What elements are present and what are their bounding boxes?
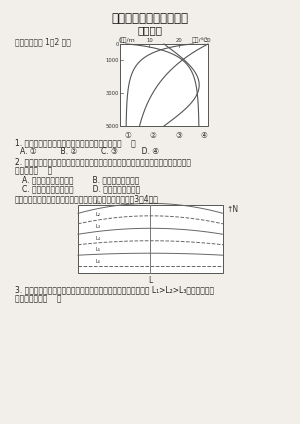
Text: 1. 图中能正确表示海水温度随深度变化的曲线是（    ）: 1. 图中能正确表示海水温度随深度变化的曲线是（ ）	[15, 138, 136, 147]
Text: ↑N: ↑N	[226, 205, 238, 214]
Text: 3. 如图克说，曲线分别代表淡水温度和盐度，上线代表洋面。且 L₁>L₂>L₃，则该海区最: 3. 如图克说，曲线分别代表淡水温度和盐度，上线代表洋面。且 L₁>L₂>L₃，…	[15, 285, 214, 294]
Text: 深度/m: 深度/m	[120, 37, 136, 43]
Text: 自我小测: 自我小测	[137, 25, 163, 35]
Bar	[120, 44, 208, 126]
Text: 有可能分布在（    ）: 有可能分布在（ ）	[15, 294, 61, 303]
Text: L₄: L₄	[96, 236, 101, 240]
Text: 温度/℃: 温度/℃	[191, 37, 208, 43]
Text: C. 叶尼塞河冰凌壅压流        D. 好望角船帆多东南: C. 叶尼塞河冰凌壅压流 D. 好望角船帆多东南	[22, 184, 140, 193]
Text: 3000: 3000	[106, 91, 119, 96]
Text: ②: ②	[150, 131, 157, 140]
Text: 读图，完成第 1～2 题。: 读图，完成第 1～2 题。	[15, 37, 71, 46]
Text: ③: ③	[175, 131, 182, 140]
Text: L: L	[148, 276, 152, 285]
Text: 10: 10	[146, 38, 153, 43]
Text: L₆: L₆	[96, 259, 101, 264]
Text: L₂: L₂	[96, 212, 101, 217]
Text: L₁: L₁	[96, 200, 101, 205]
Text: L₃: L₃	[96, 224, 101, 229]
Text: 下图各几，虚线代表不同地理事物的等量线，读图，完成第3～4题。: 下图各几，虚线代表不同地理事物的等量线，读图，完成第3～4题。	[15, 194, 159, 203]
Text: 0: 0	[116, 42, 119, 47]
Text: 30: 30	[205, 38, 211, 43]
Bar	[78, 205, 223, 273]
Text: 1000: 1000	[106, 58, 119, 63]
Text: ④: ④	[201, 131, 207, 140]
Text: L₅: L₅	[96, 247, 101, 252]
Text: ①: ①	[124, 131, 131, 140]
Text: 2. 若上题选定曲线后效果月份大地滴到后海域水温垂直分布图，则此时最有可能发生: 2. 若上题选定曲线后效果月份大地滴到后海域水温垂直分布图，则此时最有可能发生	[15, 157, 191, 166]
Text: 的现象是（    ）: 的现象是（ ）	[15, 166, 52, 175]
Text: 最新版地理精品学习资料: 最新版地理精品学习资料	[112, 12, 188, 25]
Text: A. ①          B. ②          C. ③          D. ④: A. ① B. ② C. ③ D. ④	[20, 147, 159, 156]
Text: A. 地中海表层出现藻碱        B. 在低纬高纬接产层: A. 地中海表层出现藻碱 B. 在低纬高纬接产层	[22, 175, 140, 184]
Text: 0: 0	[118, 38, 122, 43]
Text: 5000: 5000	[106, 123, 119, 128]
Text: 20: 20	[175, 38, 182, 43]
